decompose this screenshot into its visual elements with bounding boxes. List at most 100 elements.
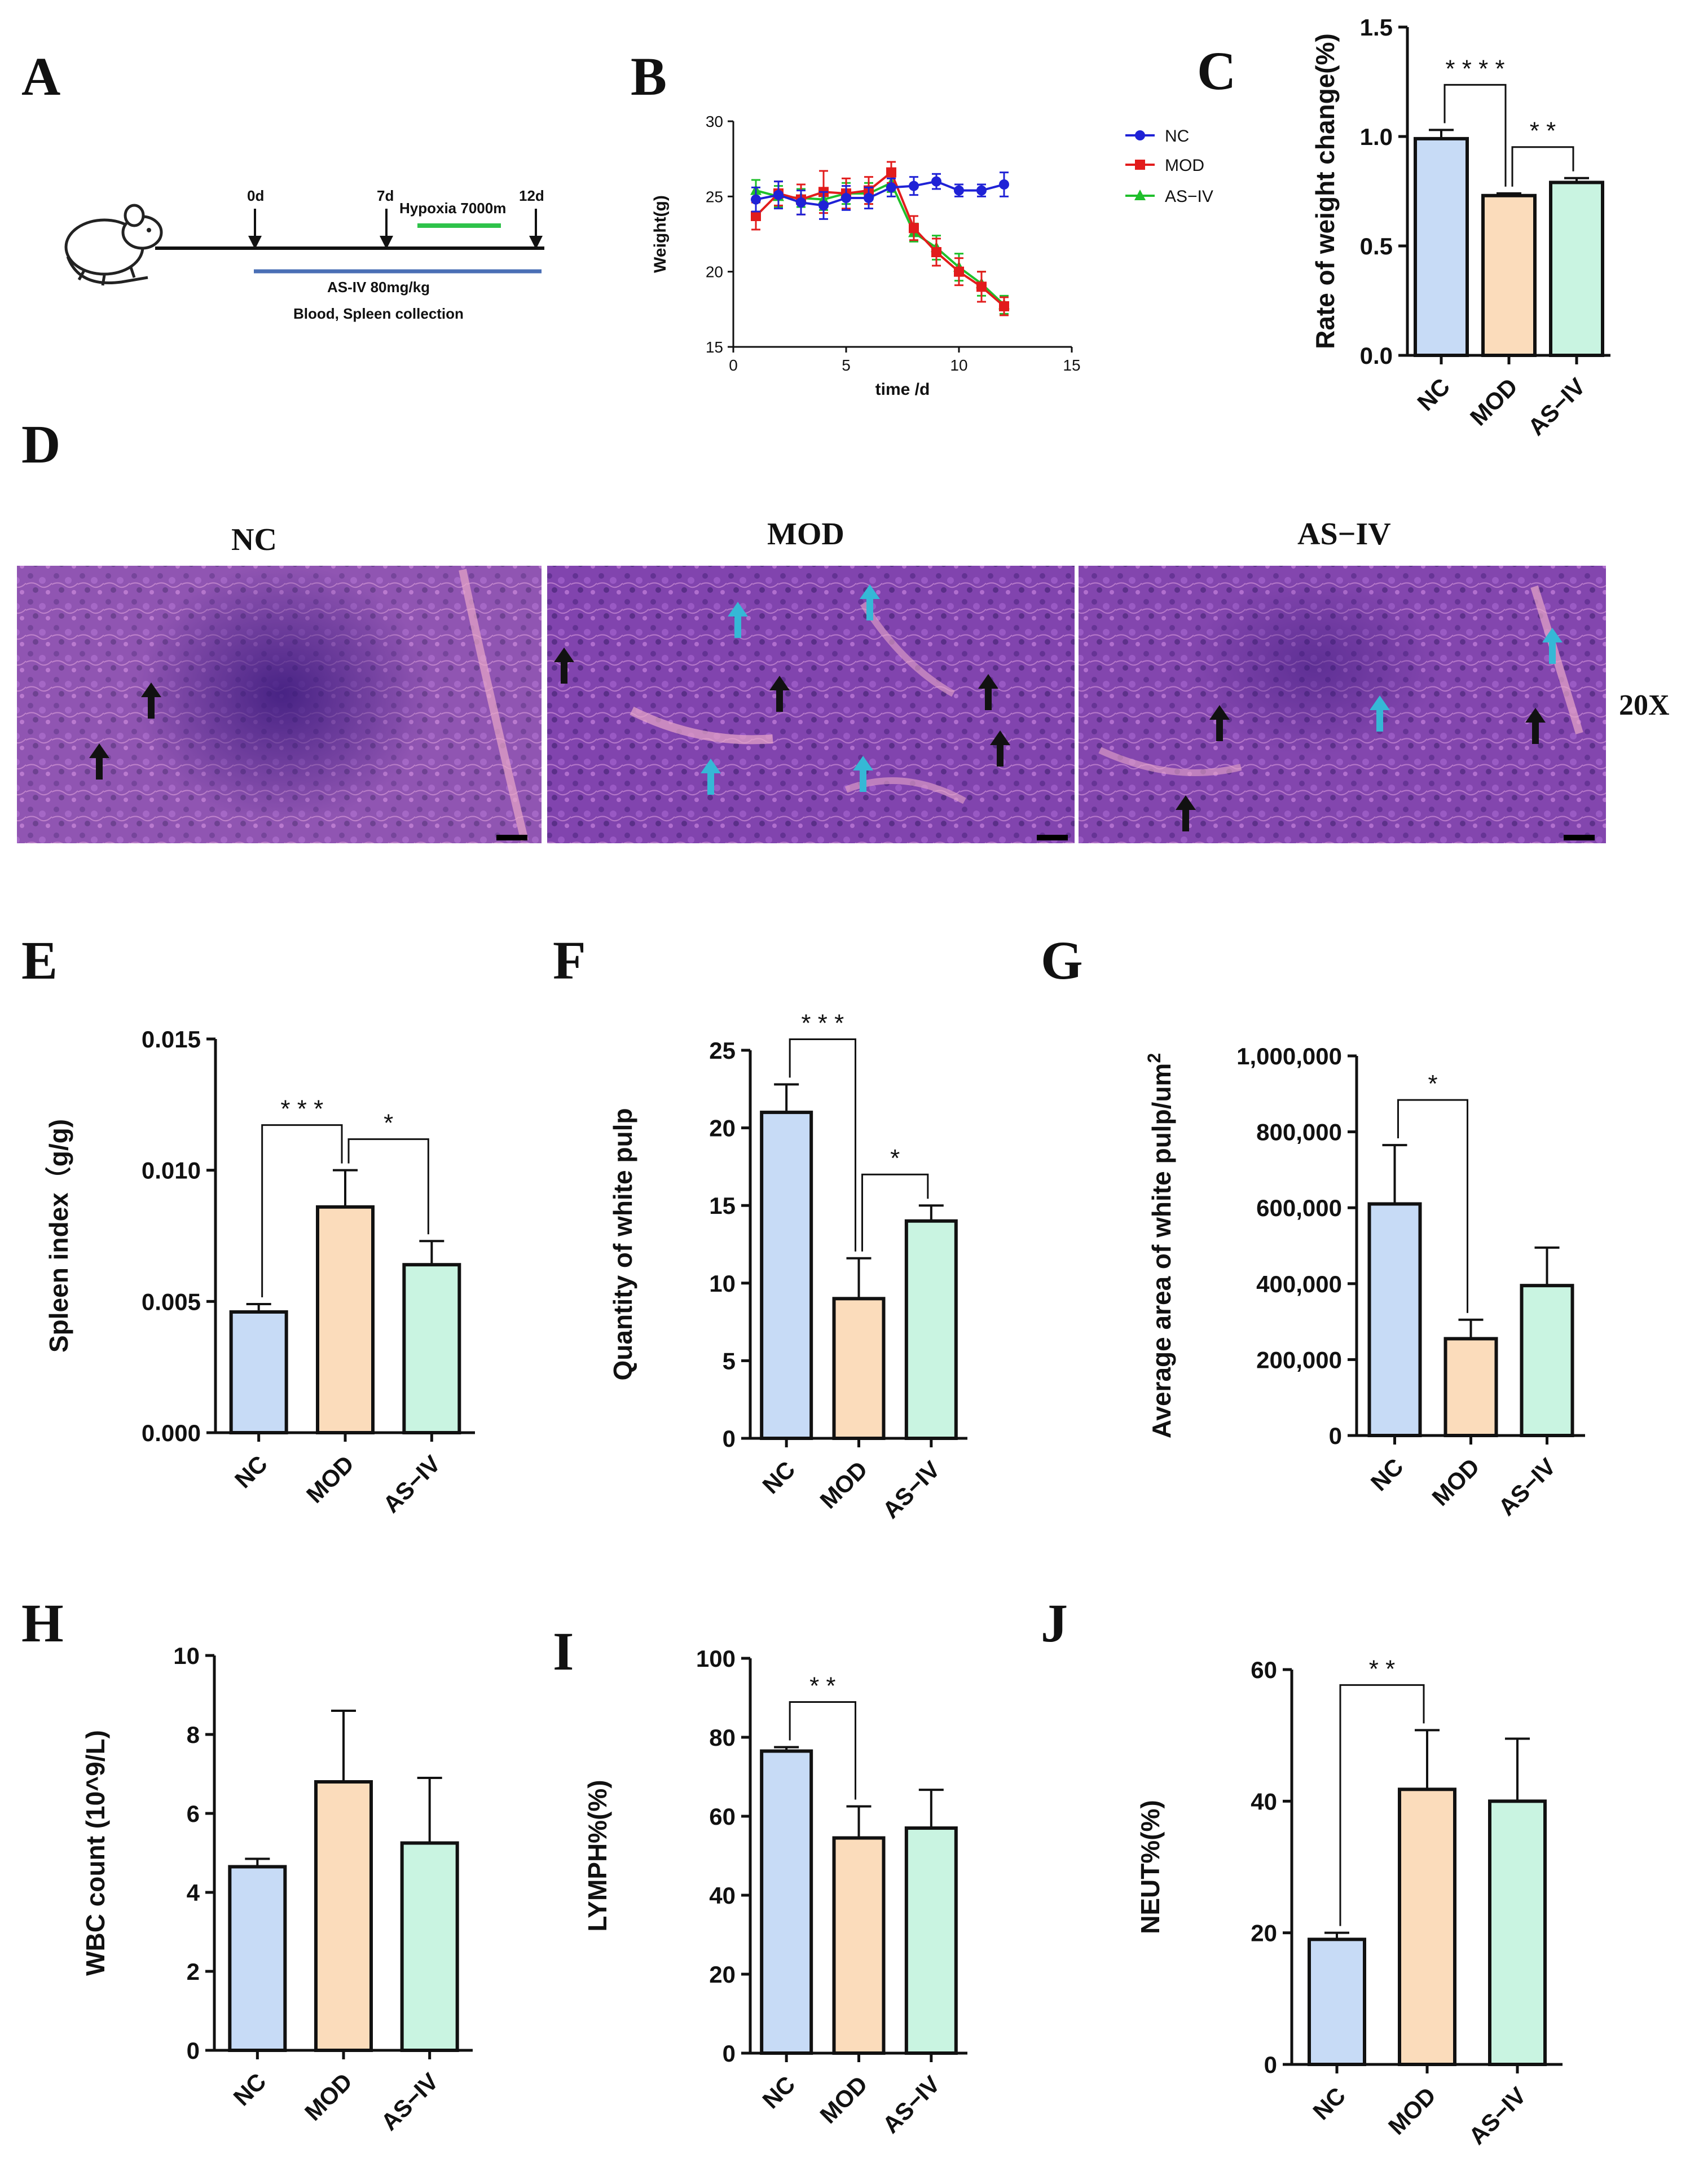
data-point (773, 190, 784, 200)
bar (314, 1780, 373, 2052)
chart-f-white-pulp-quantity: 0 5 10 15 20 25 NC MOD AS−IV * * * * Quantity of wh… (608, 1010, 967, 1523)
micrograph-mod (547, 566, 1075, 843)
significance-bracket (1443, 83, 1507, 187)
bar (1398, 1787, 1456, 2066)
bar (1367, 1202, 1422, 1437)
y-tick-label: 60 (1251, 1657, 1277, 1683)
black-arrow-icon (1525, 708, 1546, 744)
day-12-label: 12d (519, 187, 544, 204)
y-tick-label: 2 (187, 1958, 200, 1985)
cyan-arrow-icon (1542, 628, 1563, 664)
data-point (909, 180, 919, 191)
cyan-arrow-icon (728, 602, 748, 638)
panel-label-b: B (631, 46, 667, 107)
panel-label-h: H (21, 1593, 64, 1653)
y-tick-label: 1,000,000 (1236, 1043, 1342, 1069)
significance-label: * * * (801, 1010, 844, 1037)
cyan-arrow-icon (1370, 695, 1390, 732)
y-tick-label: 0.005 (142, 1288, 201, 1315)
significance-bracket (347, 1138, 429, 1235)
chart-h-wbc: 0 2 4 6 8 10 NC MOD AS−IV WBC count (10^9/L) (81, 1643, 473, 2135)
significance-bracket (1339, 1684, 1425, 1926)
y-tick-label: 0 (723, 1425, 736, 1452)
x-tick-label: MOD (815, 2071, 873, 2129)
y-tick-label: 0 (723, 2040, 736, 2067)
y-tick-label: 0 (187, 2037, 200, 2064)
y-tick-label: 800,000 (1256, 1119, 1342, 1146)
micrograph-nc (17, 564, 542, 843)
data-point (864, 193, 874, 203)
bar (1481, 193, 1537, 357)
bar (1443, 1337, 1498, 1438)
x-tick-label: AS−IV (376, 2068, 443, 2135)
x-tick-label: MOD (1427, 1453, 1485, 1511)
bar (1488, 1799, 1547, 2066)
y-tick-label: 1.0 (1360, 124, 1393, 150)
data-point (999, 301, 1009, 311)
collection-label: Blood, Spleen collection (293, 305, 464, 322)
series-line (755, 180, 1005, 207)
data-point (909, 223, 919, 234)
significance-bracket (861, 1173, 929, 1252)
panel-label-j: J (1041, 1593, 1068, 1653)
significance-label: * * * (280, 1095, 323, 1123)
data-point (818, 200, 829, 211)
significance-label: * (384, 1109, 393, 1137)
y-tick-label: 20 (1251, 1920, 1277, 1947)
significance-bracket (789, 1038, 856, 1252)
bar (760, 1749, 813, 2055)
black-arrow-icon (990, 730, 1010, 767)
magnification-label: 20X (1619, 689, 1670, 721)
data-point (999, 179, 1009, 190)
y-tick-label: 20 (709, 1115, 736, 1142)
y-tick-label: 6 (187, 1800, 200, 1827)
bar (904, 1826, 958, 2055)
legend-label: AS−IV (1165, 187, 1213, 206)
y-tick-label: 20 (709, 1961, 736, 1988)
significance-label: * * * * (1445, 55, 1504, 82)
x-tick-label: MOD (1465, 373, 1523, 431)
x-tick-label: NC (1308, 2082, 1350, 2125)
y-tick-label: 60 (709, 1803, 736, 1830)
y-tick-label: 25 (706, 188, 723, 205)
x-tick-label: AS−IV (1463, 2082, 1531, 2150)
y-tick-label: 4 (187, 1879, 200, 1906)
data-point (796, 197, 806, 208)
cyan-arrow-markers (701, 584, 1563, 795)
day-7-label: 7d (377, 187, 394, 204)
data-point (886, 167, 896, 178)
x-tick-label: AS−IV (378, 1450, 446, 1518)
bar (1308, 1938, 1366, 2066)
y-axis-label: NEUT%(%) (1136, 1800, 1165, 1934)
y-tick-label: 40 (1251, 1788, 1277, 1815)
chart-g-white-pulp-area: 0 200,000 400,000 600,000 800,000 1,000,000 NC… (1144, 1043, 1585, 1521)
series-line (755, 181, 1005, 306)
x-tick-label: MOD (815, 1456, 873, 1514)
mouse-icon (64, 204, 163, 286)
x-tick-label: AS−IV (877, 1456, 945, 1523)
day-0-label: 0d (247, 187, 264, 204)
bar (904, 1219, 958, 1440)
y-tick-label: 0.0 (1360, 342, 1393, 369)
cyan-arrow-icon (853, 756, 873, 792)
significance-label: * * (809, 1672, 835, 1700)
significance-bracket (789, 1701, 856, 1800)
y-tick-label: 100 (696, 1645, 736, 1672)
y-tick-label: 15 (706, 338, 723, 356)
x-tick-label: NC (757, 2071, 800, 2113)
significance-label: * (890, 1144, 900, 1172)
chart-j-neut: 0 20 40 60 NC MOD AS−IV * * NEUT%(%) (1136, 1655, 1563, 2150)
bar (400, 1841, 459, 2052)
y-tick-label: 30 (706, 113, 723, 130)
y-tick-label: 10 (709, 1270, 736, 1297)
bar (760, 1111, 813, 1440)
black-arrow-markers (89, 648, 1546, 831)
x-tick-label: AS−IV (877, 2071, 945, 2138)
y-axis-label: Spleen index（g/g) (44, 1119, 73, 1353)
data-point (931, 247, 941, 257)
black-arrow-icon (89, 743, 109, 780)
y-axis-label: Weight(g) (651, 195, 670, 273)
micrograph-title-asiv: AS−IV (1297, 517, 1391, 552)
data-point (954, 185, 964, 196)
data-point (931, 176, 941, 187)
